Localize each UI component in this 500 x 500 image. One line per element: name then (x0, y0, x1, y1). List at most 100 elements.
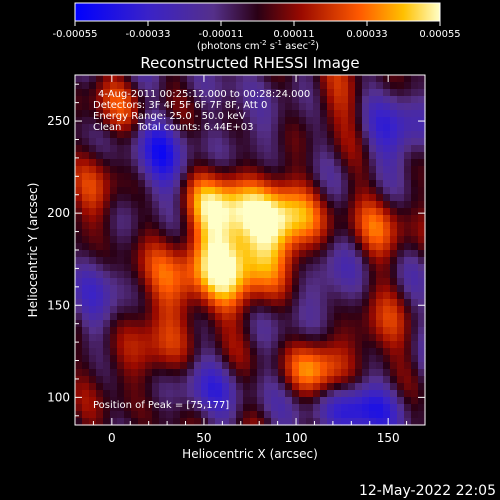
heatmap-cell (383, 390, 391, 398)
heatmap-cell (187, 285, 195, 293)
heatmap-cell (152, 292, 160, 300)
heatmap-cell (278, 383, 286, 391)
heatmap-cell (271, 362, 279, 370)
heatmap-cell (313, 376, 321, 384)
heatmap-cell (411, 222, 419, 230)
heatmap-cell (180, 173, 188, 181)
heatmap-cell (334, 362, 342, 370)
heatmap-cell (299, 208, 307, 216)
heatmap-cell (355, 152, 363, 160)
heatmap-cell (236, 320, 244, 328)
heatmap-cell (383, 201, 391, 209)
heatmap-cell (376, 243, 384, 251)
heatmap-cell (173, 145, 181, 153)
heatmap-cell (145, 348, 153, 356)
heatmap-cell (327, 103, 335, 111)
heatmap-cell (138, 348, 146, 356)
heatmap-cell (341, 208, 349, 216)
heatmap-cell (299, 362, 307, 370)
heatmap-cell (376, 355, 384, 363)
heatmap-cell (96, 404, 104, 412)
heatmap-cell (243, 131, 251, 139)
heatmap-cell (327, 355, 335, 363)
heatmap-cell (96, 236, 104, 244)
heatmap-cell (145, 299, 153, 307)
heatmap-cell (131, 362, 139, 370)
heatmap-cell (334, 320, 342, 328)
heatmap-cell (208, 103, 216, 111)
heatmap-cell (341, 334, 349, 342)
heatmap-cell (124, 404, 132, 412)
heatmap-cell (348, 243, 356, 251)
heatmap-cell (285, 152, 293, 160)
heatmap-cell (117, 418, 125, 426)
heatmap-cell (187, 257, 195, 265)
heatmap-cell (341, 131, 349, 139)
heatmap-cell (75, 131, 83, 139)
heatmap-cell (243, 187, 251, 195)
heatmap-cell (257, 173, 265, 181)
heatmap-cell (292, 215, 300, 223)
heatmap-cell (390, 173, 398, 181)
heatmap-cell (257, 334, 265, 342)
heatmap-cell (341, 327, 349, 335)
heatmap-cell (117, 166, 125, 174)
heatmap-cell (285, 124, 293, 132)
heatmap-cell (285, 215, 293, 223)
heatmap-cell (418, 222, 426, 230)
heatmap-cell (320, 369, 328, 377)
heatmap-cell (411, 243, 419, 251)
heatmap-cell (341, 222, 349, 230)
heatmap-cell (411, 299, 419, 307)
heatmap-cell (138, 334, 146, 342)
heatmap-cell (418, 96, 426, 104)
heatmap-cell (243, 180, 251, 188)
heatmap-cell (138, 306, 146, 314)
heatmap-cell (243, 124, 251, 132)
heatmap-cell (348, 299, 356, 307)
heatmap-cell (89, 131, 97, 139)
heatmap-cell (285, 166, 293, 174)
heatmap-cell (285, 390, 293, 398)
heatmap-cell (369, 243, 377, 251)
heatmap-cell (229, 383, 237, 391)
heatmap-cell (152, 131, 160, 139)
heatmap-cell (362, 397, 370, 405)
heatmap-cell (306, 383, 314, 391)
heatmap-cell (334, 208, 342, 216)
heatmap-cell (397, 208, 405, 216)
heatmap-cell (369, 320, 377, 328)
heatmap-cell (341, 355, 349, 363)
heatmap-cell (82, 201, 90, 209)
heatmap-cell (313, 299, 321, 307)
heatmap-cell (166, 117, 174, 125)
heatmap-cell (173, 348, 181, 356)
heatmap-cell (313, 292, 321, 300)
heatmap-cell (173, 404, 181, 412)
heatmap-cell (152, 278, 160, 286)
heatmap-cell (173, 271, 181, 279)
heatmap-cell (264, 124, 272, 132)
heatmap-cell (348, 138, 356, 146)
heatmap-cell (362, 131, 370, 139)
colorbar-tick-label: 0.00033 (346, 29, 387, 40)
heatmap-cell (159, 362, 167, 370)
heatmap-cell (411, 117, 419, 125)
heatmap-cell (348, 306, 356, 314)
heatmap-cell (348, 292, 356, 300)
heatmap-cell (215, 327, 223, 335)
heatmap-cell (243, 201, 251, 209)
heatmap-cell (187, 96, 195, 104)
heatmap-cell (229, 96, 237, 104)
heatmap-cell (82, 306, 90, 314)
heatmap-cell (383, 250, 391, 258)
heatmap-cell (334, 292, 342, 300)
heatmap-cell (201, 159, 209, 167)
heatmap-cell (327, 243, 335, 251)
heatmap-cell (369, 117, 377, 125)
heatmap-cell (250, 180, 258, 188)
heatmap-cell (418, 201, 426, 209)
heatmap-cell (222, 327, 230, 335)
heatmap-cell (243, 383, 251, 391)
heatmap-cell (75, 208, 83, 216)
